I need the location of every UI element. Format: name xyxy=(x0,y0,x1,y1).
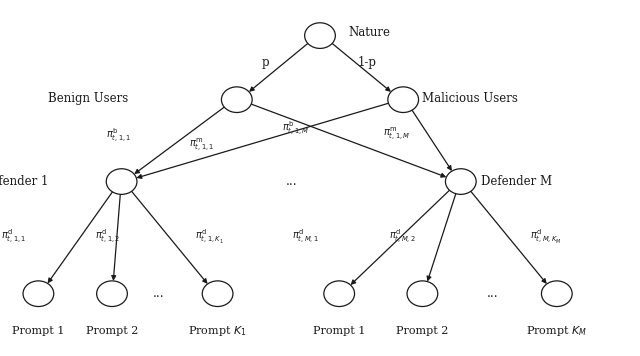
Text: $\pi^{\rm d}_{t,M,1}$: $\pi^{\rm d}_{t,M,1}$ xyxy=(292,228,319,246)
Ellipse shape xyxy=(97,281,127,307)
Text: Malicious Users: Malicious Users xyxy=(422,93,518,105)
Text: ...: ... xyxy=(153,287,164,300)
Text: Prompt $K_M$: Prompt $K_M$ xyxy=(526,324,588,338)
Text: Prompt $K_1$: Prompt $K_1$ xyxy=(188,324,247,338)
Ellipse shape xyxy=(388,87,419,112)
Ellipse shape xyxy=(541,281,572,307)
Ellipse shape xyxy=(202,281,233,307)
Text: Defender M: Defender M xyxy=(481,175,552,188)
Text: ...: ... xyxy=(487,287,499,300)
Text: $\pi^{\rm m}_{t,1,1}$: $\pi^{\rm m}_{t,1,1}$ xyxy=(189,136,214,152)
Text: Prompt 1: Prompt 1 xyxy=(313,326,365,336)
Text: $\pi^{\rm m}_{t,1,M}$: $\pi^{\rm m}_{t,1,M}$ xyxy=(383,125,410,142)
Ellipse shape xyxy=(305,23,335,48)
Text: $\pi^{\rm d}_{t,1,1}$: $\pi^{\rm d}_{t,1,1}$ xyxy=(1,228,27,246)
Text: p: p xyxy=(262,56,269,69)
Text: $\pi^{\rm d}_{t,1,K_1}$: $\pi^{\rm d}_{t,1,K_1}$ xyxy=(195,228,224,246)
Ellipse shape xyxy=(106,169,137,194)
Text: Benign Users: Benign Users xyxy=(48,93,128,105)
Text: $\pi^{\rm d}_{t,M,2}$: $\pi^{\rm d}_{t,M,2}$ xyxy=(389,228,416,246)
Ellipse shape xyxy=(407,281,438,307)
Text: ...: ... xyxy=(285,175,297,188)
Text: $\pi^{\rm b}_{t,1,1}$: $\pi^{\rm b}_{t,1,1}$ xyxy=(106,127,131,145)
Ellipse shape xyxy=(221,87,252,112)
Text: $\pi^{\rm d}_{t,M,K_M}$: $\pi^{\rm d}_{t,M,K_M}$ xyxy=(530,228,562,246)
Text: Nature: Nature xyxy=(349,26,391,38)
Text: Prompt 1: Prompt 1 xyxy=(12,326,65,336)
Text: Prompt 2: Prompt 2 xyxy=(86,326,138,336)
Ellipse shape xyxy=(324,281,355,307)
Text: $\pi^{\rm b}_{t,1,M}$: $\pi^{\rm b}_{t,1,M}$ xyxy=(282,120,309,138)
Text: $\pi^{\rm d}_{t,1,2}$: $\pi^{\rm d}_{t,1,2}$ xyxy=(95,228,120,246)
Ellipse shape xyxy=(445,169,476,194)
Text: Defender 1: Defender 1 xyxy=(0,175,48,188)
Ellipse shape xyxy=(23,281,54,307)
Text: 1-p: 1-p xyxy=(357,56,376,69)
Text: Prompt 2: Prompt 2 xyxy=(396,326,449,336)
